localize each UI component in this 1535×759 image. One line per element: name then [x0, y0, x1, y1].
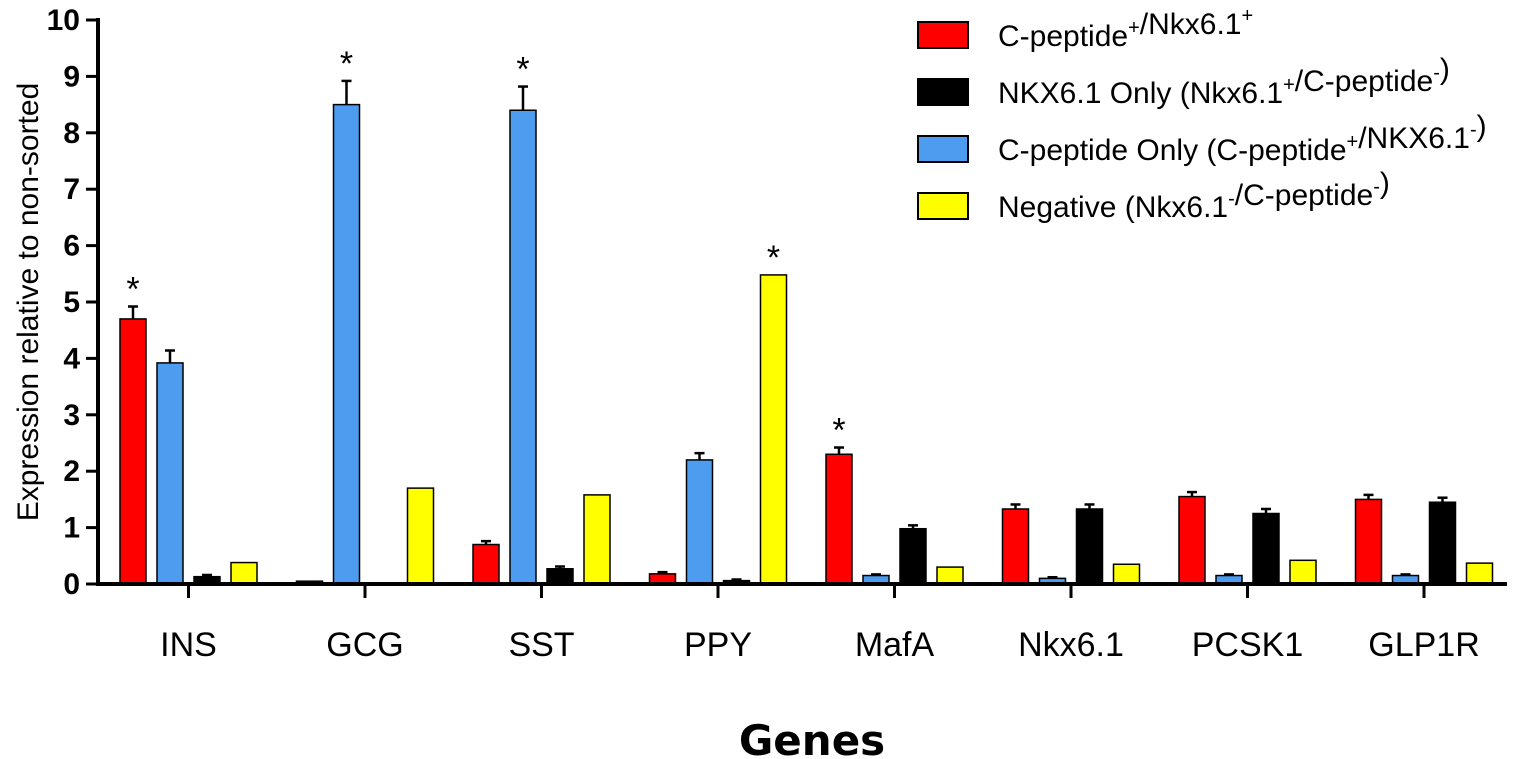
bar [156, 362, 184, 585]
x-tick-label: GCG [326, 626, 403, 664]
y-axis-label: Expression relative to non-sorted [12, 83, 45, 522]
y-tick-label: 2 [63, 455, 80, 488]
y-axis: 0 1 2 3 4 5 6 7 8 9 10 [47, 4, 100, 601]
legend-entry-label: Negative (Nkx6.1-/C-peptide-) [998, 167, 1390, 224]
legend-entry-label: C-peptide+/Nkx6.1+ [998, 5, 1253, 53]
bar [899, 527, 927, 585]
bar [685, 459, 714, 585]
x-tick-label: PCSK1 [1192, 626, 1304, 664]
bar [332, 103, 361, 585]
legend-swatch [917, 21, 969, 49]
bar [1465, 562, 1494, 585]
y-tick-label: 1 [63, 512, 80, 545]
y-tick-label: 3 [63, 399, 80, 432]
y-tick-label: 10 [47, 4, 80, 37]
significance-marker: * [832, 412, 845, 450]
x-tick-label: PPY [684, 626, 752, 664]
significance-marker: * [516, 51, 529, 89]
x-axis: INS GCG SST PPY MafA Nkx6.1 PCSK1 GLP1R [96, 582, 1507, 664]
significance-marker: * [767, 239, 780, 277]
bar [1075, 508, 1104, 585]
bar [583, 494, 611, 585]
bar [1178, 495, 1206, 585]
x-tick-label: SST [508, 626, 574, 664]
legend-swatch [917, 192, 969, 220]
significance-marker: * [126, 271, 139, 309]
legend-entry-label: NKX6.1 Only (Nkx6.1+/C-peptide-) [998, 53, 1450, 110]
y-tick-label: 8 [63, 117, 80, 150]
bar [936, 566, 964, 585]
x-axis-label: Genes [739, 716, 885, 759]
bar [759, 274, 788, 585]
bar [406, 487, 435, 585]
bar [1289, 559, 1317, 585]
y-tick-label: 0 [63, 568, 80, 601]
legend: C-peptide+/Nkx6.1+NKX6.1 Only (Nkx6.1+/C… [917, 5, 1487, 224]
y-tick-label: 4 [63, 342, 80, 375]
bar [825, 453, 853, 585]
x-tick-label: MafA [855, 626, 935, 664]
y-tick-label: 6 [63, 230, 80, 263]
bar [1112, 563, 1141, 585]
bar [119, 318, 147, 585]
bar [1354, 498, 1383, 585]
legend-entry-label: C-peptide Only (C-peptide+/NKX6.1-) [998, 110, 1487, 167]
legend-swatch [917, 135, 969, 163]
bar [509, 109, 537, 585]
bar [1428, 501, 1457, 585]
significance-marker: * [340, 45, 353, 83]
x-tick-label: INS [160, 626, 217, 664]
x-tick-label: Nkx6.1 [1018, 626, 1124, 664]
y-tick-label: 5 [63, 286, 80, 319]
legend-swatch [917, 78, 969, 106]
bar [1001, 508, 1030, 585]
y-tick-label: 9 [63, 60, 80, 93]
bar [230, 561, 258, 585]
x-tick-label: GLP1R [1368, 626, 1480, 664]
bars: * * * * * [119, 45, 1494, 585]
bar [1252, 512, 1280, 585]
bar [472, 543, 500, 585]
bar [546, 568, 574, 585]
y-tick-label: 7 [63, 173, 80, 206]
